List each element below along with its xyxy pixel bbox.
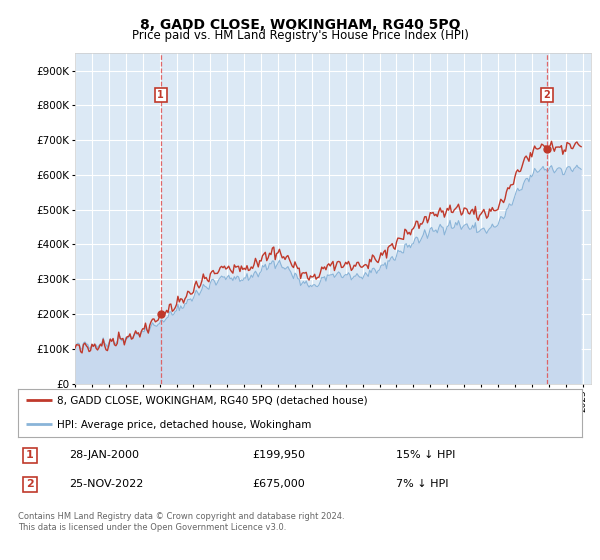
Text: 2: 2	[544, 90, 550, 100]
Text: Contains HM Land Registry data © Crown copyright and database right 2024.
This d: Contains HM Land Registry data © Crown c…	[18, 512, 344, 532]
Text: 1: 1	[26, 450, 34, 460]
Text: 8, GADD CLOSE, WOKINGHAM, RG40 5PQ (detached house): 8, GADD CLOSE, WOKINGHAM, RG40 5PQ (deta…	[58, 395, 368, 405]
Text: 15% ↓ HPI: 15% ↓ HPI	[396, 450, 455, 460]
Text: 1: 1	[157, 90, 164, 100]
Text: HPI: Average price, detached house, Wokingham: HPI: Average price, detached house, Woki…	[58, 421, 312, 431]
Text: 8, GADD CLOSE, WOKINGHAM, RG40 5PQ: 8, GADD CLOSE, WOKINGHAM, RG40 5PQ	[140, 18, 460, 32]
Text: £675,000: £675,000	[252, 479, 305, 489]
Text: 7% ↓ HPI: 7% ↓ HPI	[396, 479, 449, 489]
Text: 28-JAN-2000: 28-JAN-2000	[69, 450, 139, 460]
Text: 2: 2	[26, 479, 34, 489]
Text: £199,950: £199,950	[252, 450, 305, 460]
Text: Price paid vs. HM Land Registry's House Price Index (HPI): Price paid vs. HM Land Registry's House …	[131, 29, 469, 42]
Text: 25-NOV-2022: 25-NOV-2022	[69, 479, 143, 489]
